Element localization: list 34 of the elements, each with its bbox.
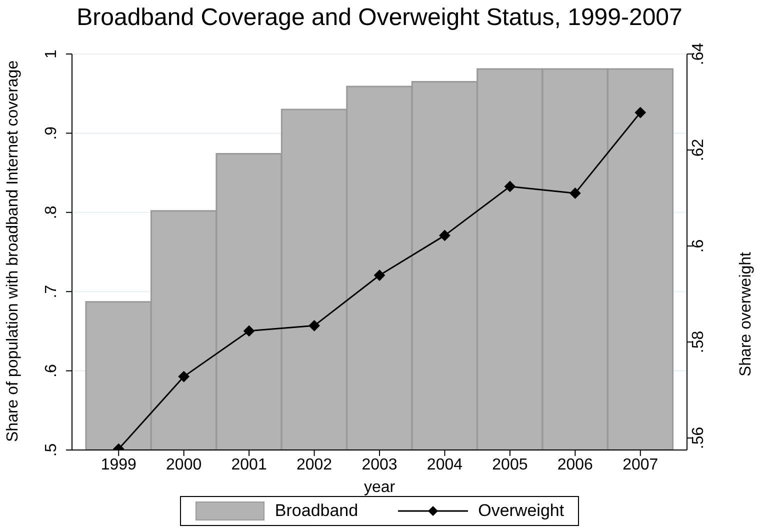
legend-label: Broadband	[274, 501, 358, 521]
x-tick-label: 2001	[231, 456, 267, 474]
y2-tick-label: .6	[690, 239, 707, 253]
y2-tick-label: .56	[690, 426, 707, 450]
y-tick-label: .7	[43, 284, 60, 298]
x-tick-label: 1999	[100, 456, 137, 474]
y2-tick-label: .58	[690, 330, 707, 354]
y-tick-label: .9	[43, 126, 60, 140]
point	[439, 230, 450, 241]
x-tick-label: 2003	[362, 456, 398, 474]
point	[504, 180, 516, 192]
chart-title: Broadband Coverage and Overweight Status, 1999-2007	[76, 3, 684, 33]
y2-axis-title: Share overweight	[738, 251, 755, 377]
x-axis-title: year	[364, 479, 396, 496]
x-tick-label: 2000	[166, 456, 202, 474]
x-tick-label: 2006	[557, 456, 594, 474]
x-tick-label: 2007	[622, 456, 658, 474]
y-tick-label: .6	[43, 364, 60, 378]
x-tick-label: 2005	[492, 456, 528, 474]
y2-tick-label: .64	[690, 42, 707, 66]
x-tick-label: 2002	[296, 456, 332, 474]
y2-tick-label: .62	[690, 138, 707, 162]
point	[178, 371, 190, 382]
point	[570, 188, 581, 199]
y-tick-label: .5	[43, 443, 60, 457]
point	[374, 270, 385, 281]
point	[244, 325, 255, 336]
y-axis-title: Share of population with broadband Internet coverage	[4, 60, 22, 442]
legend-label: Overweight	[478, 501, 564, 521]
point	[308, 320, 320, 332]
point	[634, 107, 646, 118]
x-tick-label: 2004	[426, 456, 463, 474]
y-tick-label: 1	[43, 49, 60, 58]
y-tick-label: .8	[43, 206, 60, 220]
